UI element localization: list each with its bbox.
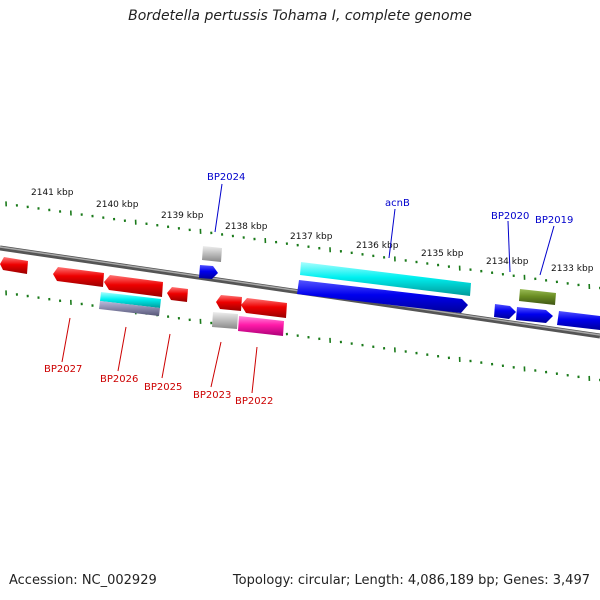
kbp-label: 2136 kbp: [356, 241, 399, 251]
feature-bp2027: [53, 267, 104, 287]
feature-acnb: [297, 280, 468, 313]
kbp-labels: 2141 kbp 2140 kbp 2139 kbp 2138 kbp 2137…: [31, 188, 594, 274]
gene-label-bp2022: BP2022: [235, 396, 273, 407]
gene-label-acnb: acnB: [385, 198, 410, 209]
kbp-label: 2134 kbp: [486, 257, 529, 267]
gene-label-bp2024: BP2024: [207, 172, 245, 183]
gene-label-bp2020: BP2020: [491, 211, 529, 222]
feature-acnb-cyan: [300, 262, 471, 296]
callout-line: [388, 208, 396, 259]
feature-bp2023: [216, 295, 242, 311]
feature-bp2025: [167, 287, 188, 302]
gene-label-bp2027: BP2027: [44, 364, 82, 375]
kbp-label: 2139 kbp: [161, 211, 204, 221]
feature-bp2019-olive: [519, 289, 556, 305]
gene-label-bp2025: BP2025: [144, 382, 182, 393]
reverse-features: [0, 257, 287, 336]
callout-lines: [61, 183, 555, 394]
feature-bp2024-gray: [202, 246, 222, 262]
tick-row-lower: [5, 290, 600, 382]
feature-bp2019: [516, 307, 553, 323]
feature-bp2023-gray: [212, 312, 238, 329]
callout-line: [117, 326, 127, 372]
callout-line: [61, 317, 71, 363]
feature-bp2026-slate: [99, 301, 160, 316]
callout-line: [507, 220, 511, 273]
kbp-label: 2138 kbp: [225, 222, 268, 232]
gene-labels-forward: BP2024 acnB BP2020 BP2019: [207, 172, 573, 226]
map-title: Bordetella pertussis Tohama I, complete …: [128, 8, 472, 24]
kbp-label: 2141 kbp: [31, 188, 74, 198]
gene-label-bp2026: BP2026: [100, 374, 138, 385]
gene-labels-reverse: BP2027 BP2026 BP2025 BP2023 BP2022: [44, 364, 273, 407]
kbp-label: 2133 kbp: [551, 264, 594, 274]
kbp-label: 2135 kbp: [421, 249, 464, 259]
callout-line: [539, 225, 555, 276]
kbp-label: 2140 kbp: [96, 200, 139, 210]
feature-bp2026: [104, 275, 163, 297]
gene-label-bp2023: BP2023: [193, 390, 231, 401]
topology-text: Topology: circular; Length: 4,086,189 bp…: [232, 573, 590, 588]
callout-line: [251, 346, 258, 394]
feature-edge-right: [557, 311, 600, 330]
gene-label-bp2019: BP2019: [535, 215, 573, 226]
feature-bp2022: [241, 298, 287, 318]
forward-features: [199, 246, 600, 330]
accession-text: Accession: NC_002929: [9, 573, 157, 588]
feature-bp2024: [199, 265, 218, 279]
feature-bp2022-pink: [238, 316, 284, 336]
kbp-label: 2137 kbp: [290, 232, 333, 242]
callout-line: [161, 333, 171, 379]
feature-bp2020: [494, 304, 516, 319]
feature-edge-left: [0, 257, 28, 274]
feature-bp2026-cyan: [100, 292, 161, 308]
tick-row-upper: [5, 201, 600, 290]
callout-line: [214, 183, 223, 233]
callout-line: [210, 341, 222, 388]
